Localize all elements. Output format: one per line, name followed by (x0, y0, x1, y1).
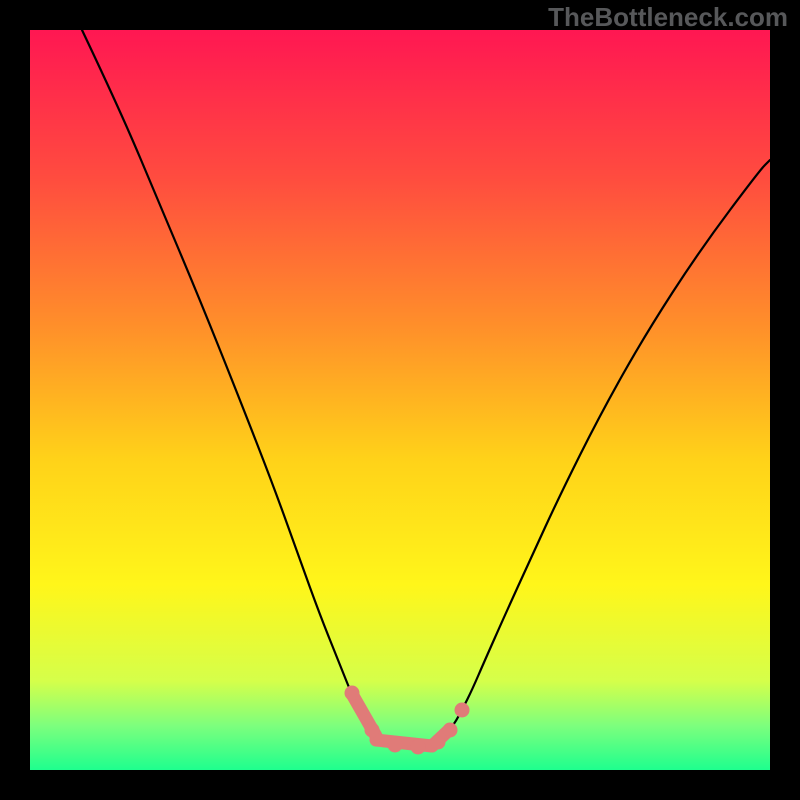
watermark-text: TheBottleneck.com (548, 2, 788, 33)
chart-canvas: TheBottleneck.com (0, 0, 800, 800)
plot-area (30, 30, 770, 770)
